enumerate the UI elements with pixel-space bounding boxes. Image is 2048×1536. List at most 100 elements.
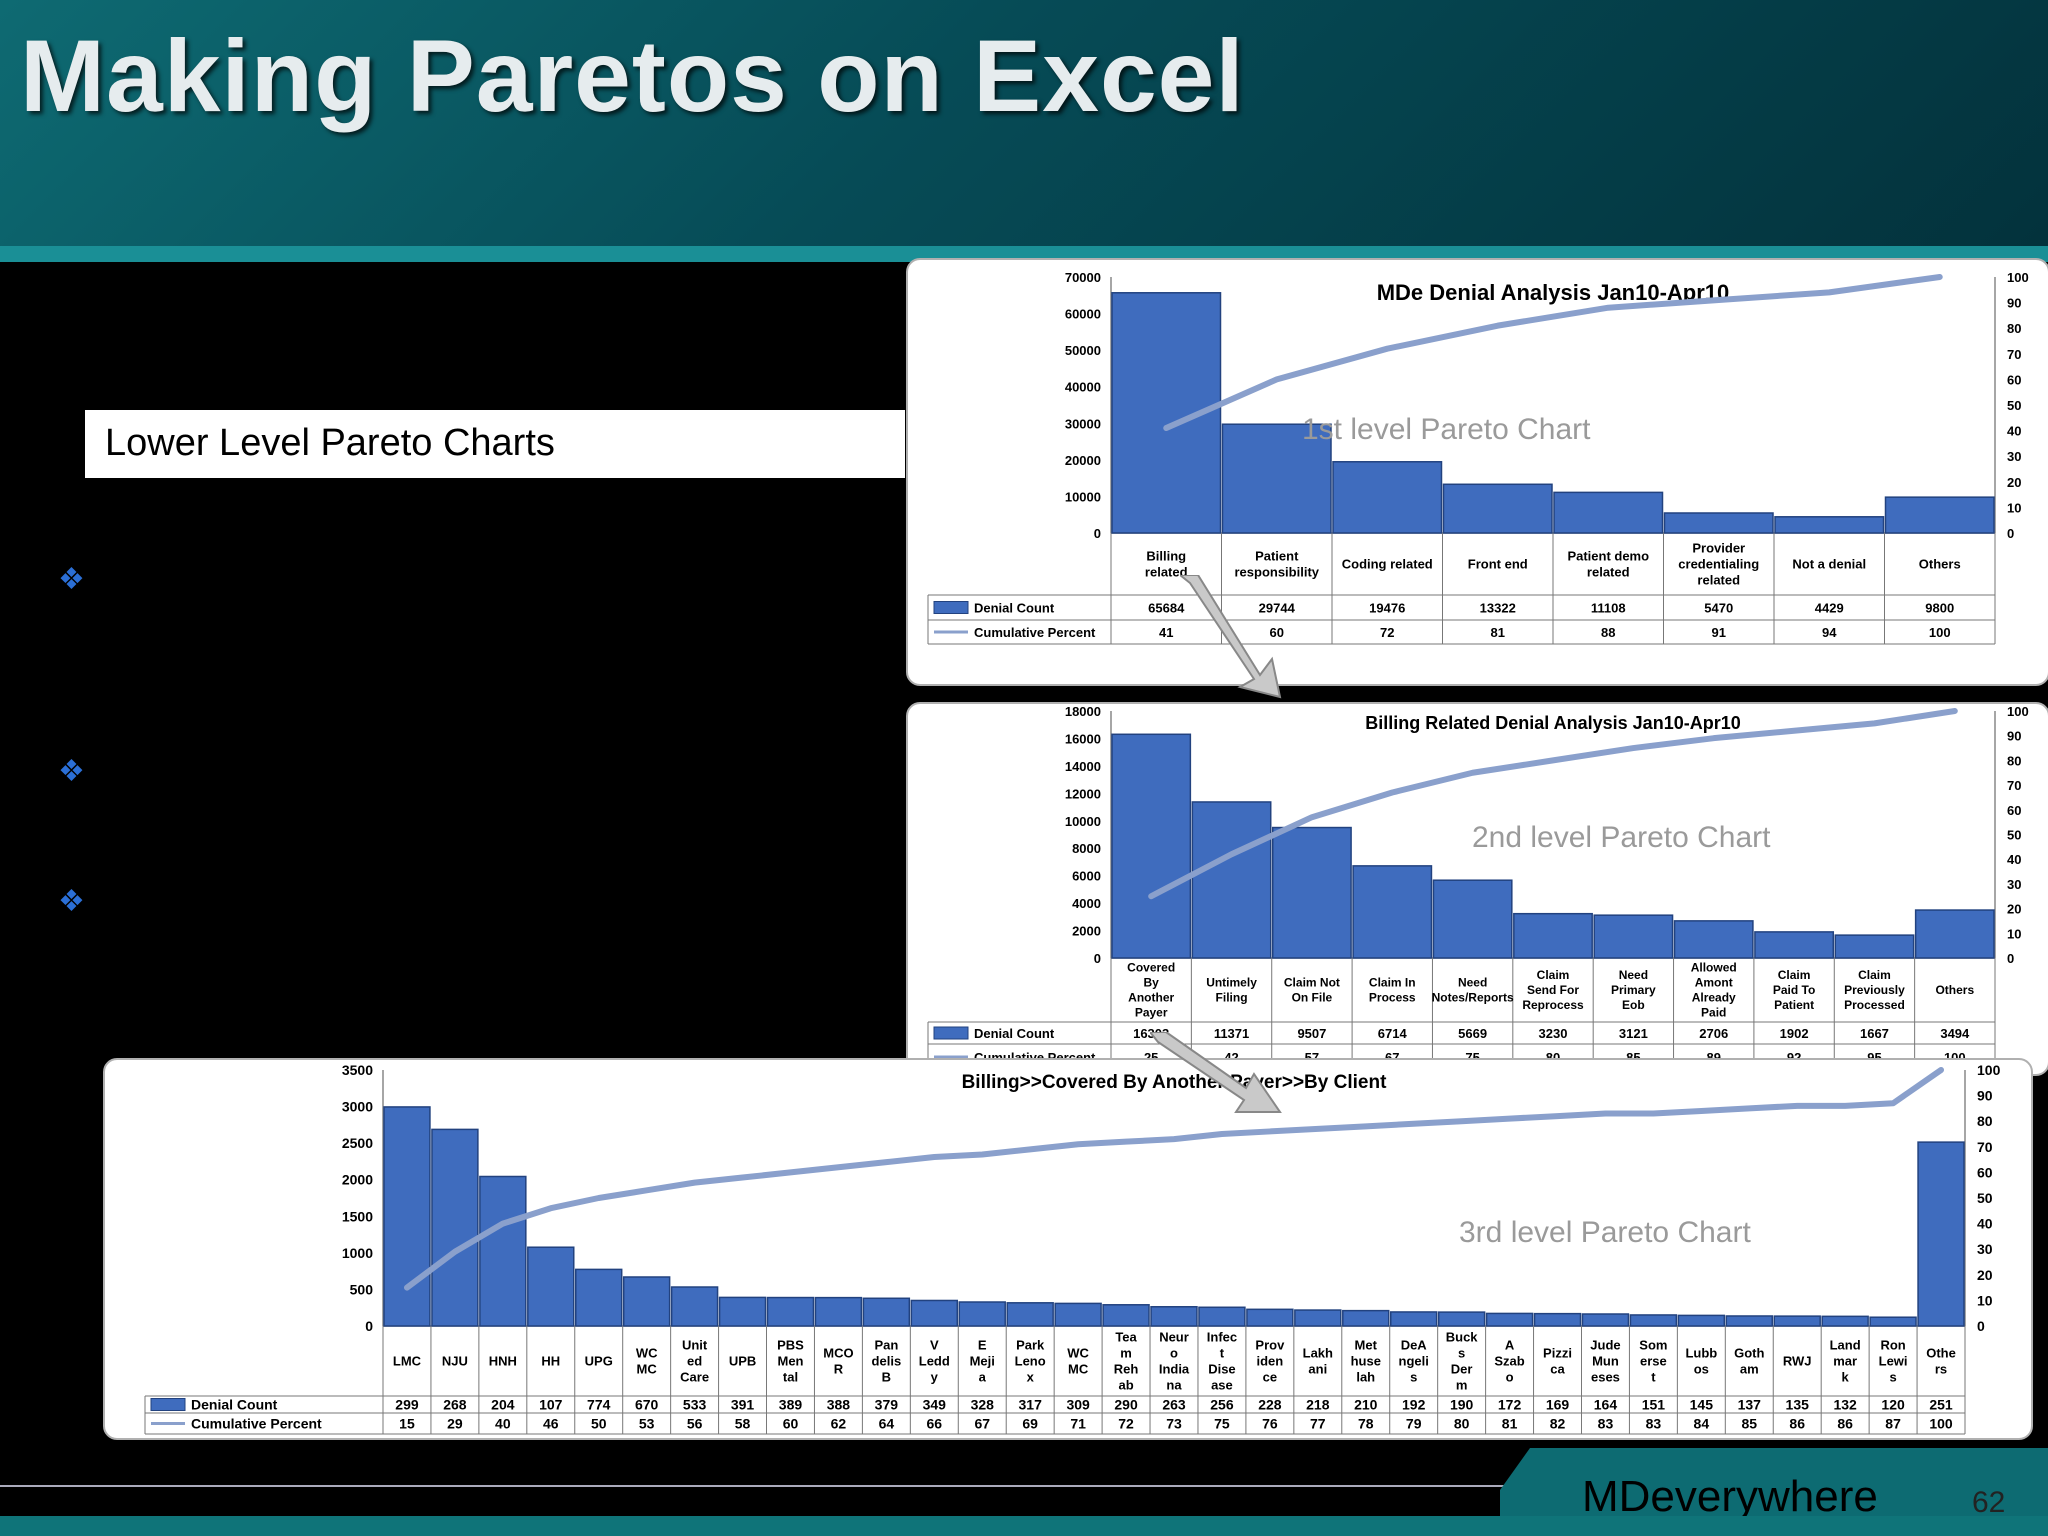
category-label: Others bbox=[1935, 983, 1974, 997]
category-label: LMC bbox=[393, 1353, 422, 1368]
category-label: Pizzi ca bbox=[1543, 1345, 1572, 1376]
bar bbox=[1342, 1309, 1390, 1327]
bar bbox=[1054, 1302, 1102, 1327]
bar bbox=[1102, 1304, 1150, 1327]
table-percent-cell: 41 bbox=[1159, 625, 1173, 640]
bar bbox=[1198, 1306, 1246, 1327]
y2-tick-label: 50 bbox=[2007, 398, 2021, 413]
pareto-chart-level-1[interactable]: MDe Denial Analysis Jan10-Apr10 0 10000 200… bbox=[906, 258, 2048, 686]
y2-tick-label: 20 bbox=[2007, 902, 2021, 917]
drilldown-arrow-icon bbox=[1150, 1032, 1282, 1113]
brand-tab bbox=[1500, 1448, 2048, 1518]
category-label: Som erse t bbox=[1639, 1337, 1667, 1384]
bar bbox=[431, 1128, 479, 1327]
cumulative-point bbox=[1631, 746, 1635, 750]
category-label: Lakh ani bbox=[1303, 1345, 1333, 1376]
pareto-chart-level-2[interactable]: Billing Related Denial Analysis Jan10-Ap… bbox=[906, 702, 2048, 1076]
y2-tick-label: 70 bbox=[1977, 1139, 1993, 1155]
table-count-cell: 137 bbox=[1738, 1397, 1762, 1413]
table-count-cell: 299 bbox=[395, 1397, 419, 1413]
category-label: Need Notes/Reports bbox=[1432, 976, 1514, 1005]
brand-name: MDeverywhere bbox=[1582, 1472, 1878, 1521]
y-tick-label: 1500 bbox=[342, 1208, 373, 1224]
bar bbox=[1332, 461, 1443, 534]
y2-tick-label: 20 bbox=[2007, 475, 2021, 490]
table-percent-cell: 81 bbox=[1491, 625, 1505, 640]
table-count-cell: 9507 bbox=[1297, 1026, 1326, 1041]
category-label: Tea m Reh ab bbox=[1114, 1329, 1139, 1392]
chart-level-2-canvas: Billing Related Denial Analysis Jan10-Ap… bbox=[927, 704, 2029, 1071]
table-percent-cell: 86 bbox=[1837, 1416, 1853, 1432]
bar bbox=[1006, 1302, 1054, 1327]
category-label: Patient responsibility bbox=[1234, 548, 1319, 579]
legend-key-bar bbox=[150, 1398, 186, 1411]
cumulative-point bbox=[1712, 736, 1716, 740]
y2-tick-label: 30 bbox=[2007, 877, 2021, 892]
table-percent-cell: 94 bbox=[1822, 625, 1837, 640]
cumulative-point bbox=[1827, 290, 1831, 294]
cumulative-point bbox=[1717, 298, 1721, 302]
table-percent-cell: 53 bbox=[639, 1416, 655, 1432]
category-label: Claim Previously Processed bbox=[1844, 968, 1905, 1012]
y-tick-label: 2500 bbox=[342, 1135, 373, 1151]
bar bbox=[862, 1297, 911, 1327]
table-count-cell: 388 bbox=[827, 1397, 851, 1413]
category-label: Infec t Dise ase bbox=[1207, 1329, 1237, 1392]
bar bbox=[479, 1175, 527, 1327]
cumulative-point bbox=[1938, 275, 1942, 279]
bar bbox=[814, 1296, 863, 1327]
y2-tick-label: 10 bbox=[2007, 926, 2021, 941]
table-count-cell: 164 bbox=[1594, 1397, 1618, 1413]
y-tick-label: 6000 bbox=[1072, 869, 1101, 884]
category-label: Billing related bbox=[1145, 548, 1188, 579]
y2-tick-label: 100 bbox=[2007, 270, 2029, 285]
category-label: Not a denial bbox=[1792, 556, 1866, 571]
table-percent-cell: 79 bbox=[1406, 1416, 1422, 1432]
bar bbox=[1593, 914, 1674, 959]
category-label: Claim In Process bbox=[1369, 976, 1416, 1005]
category-label: Neur o India na bbox=[1159, 1329, 1190, 1392]
y2-tick-label: 10 bbox=[2007, 500, 2021, 515]
y2-tick-label: 50 bbox=[1977, 1190, 1993, 1206]
table-count-cell: 19476 bbox=[1369, 601, 1405, 616]
y-tick-label: 3000 bbox=[342, 1099, 373, 1115]
y2-tick-label: 40 bbox=[2007, 852, 2021, 867]
table-percent-cell: 58 bbox=[735, 1416, 751, 1432]
bar bbox=[1773, 1315, 1821, 1327]
y2-tick-label: 0 bbox=[1977, 1318, 1985, 1334]
table-count-cell: 190 bbox=[1450, 1397, 1474, 1413]
y-tick-label: 40000 bbox=[1065, 380, 1101, 395]
cumulative-point bbox=[1124, 1140, 1128, 1144]
y-tick-label: 1000 bbox=[342, 1245, 373, 1261]
cumulative-point bbox=[1551, 758, 1555, 762]
category-label: Coding related bbox=[1342, 556, 1433, 571]
cumulative-line bbox=[1148, 708, 1958, 900]
category-label: V Ledd y bbox=[919, 1337, 950, 1384]
bar bbox=[527, 1246, 575, 1327]
category-label: Lubb os bbox=[1685, 1345, 1717, 1376]
table-count-cell: 379 bbox=[875, 1397, 899, 1413]
cumulative-point bbox=[1843, 1104, 1847, 1108]
cumulative-point bbox=[1164, 426, 1168, 430]
table-percent-cell: 80 bbox=[1454, 1416, 1470, 1432]
cumulative-point bbox=[1275, 377, 1279, 381]
y-tick-label: 16000 bbox=[1065, 731, 1101, 746]
y2-tick-label: 60 bbox=[2007, 803, 2021, 818]
table-count-cell: 5470 bbox=[1704, 601, 1733, 616]
cumulative-point bbox=[405, 1286, 409, 1290]
bar bbox=[718, 1296, 767, 1327]
table-count-cell: 2706 bbox=[1699, 1026, 1728, 1041]
bar bbox=[1754, 931, 1835, 959]
category-label: Park Leno x bbox=[1015, 1337, 1046, 1384]
cumulative-point bbox=[1460, 1119, 1464, 1123]
table-percent-cell: 83 bbox=[1598, 1416, 1614, 1432]
table-count-cell: 9800 bbox=[1925, 601, 1954, 616]
category-label: Claim Send For Reprocess bbox=[1522, 968, 1584, 1012]
table-count-cell: 192 bbox=[1402, 1397, 1426, 1413]
bar bbox=[1629, 1314, 1678, 1327]
table-count-cell: 169 bbox=[1546, 1397, 1570, 1413]
bullet-icon: ❖ bbox=[58, 563, 85, 596]
pareto-chart-level-3[interactable]: Billing>>Covered By Another Payer>>By Cl… bbox=[103, 1058, 2033, 1440]
category-label: UPG bbox=[585, 1353, 613, 1368]
table-percent-cell: 87 bbox=[1885, 1416, 1901, 1432]
